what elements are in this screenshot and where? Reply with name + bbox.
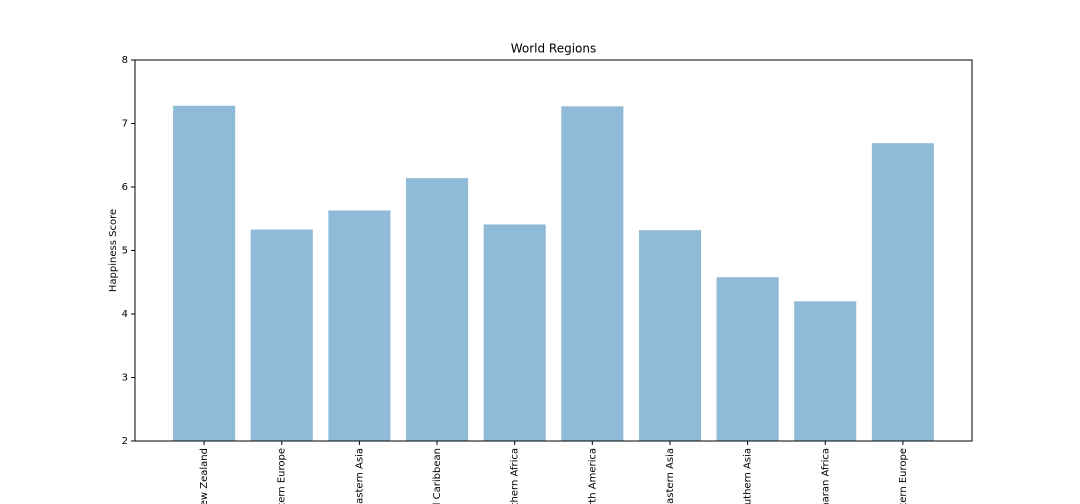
y-tick-label: 4 [122, 309, 128, 320]
x-tick-label: Australia and New Zealand [199, 448, 210, 504]
x-tick-label: Sub-Saharan Africa [820, 448, 831, 504]
bar [794, 301, 857, 441]
x-tick-label: North America [587, 448, 598, 504]
bar [716, 277, 779, 441]
bar [250, 229, 313, 441]
chart-title: World Regions [511, 42, 597, 56]
y-axis-label: Happiness Score [108, 209, 119, 292]
y-tick-label: 8 [122, 55, 128, 66]
y-tick-label: 7 [122, 119, 128, 130]
bar [405, 178, 469, 442]
y-tick-label: 6 [122, 182, 128, 193]
bar [561, 106, 624, 441]
x-tick-label: Western Europe [898, 448, 909, 504]
bar [328, 210, 391, 441]
x-tick-label: Latin America and Caribbean [432, 448, 443, 504]
bar [173, 105, 236, 441]
plot-frame [134, 59, 973, 442]
x-tick-label: Southeastern Asia [665, 448, 676, 504]
bar [638, 230, 702, 441]
y-tick-label: 5 [122, 246, 128, 257]
bar [871, 143, 934, 441]
x-tick-label: Southern Asia [743, 448, 754, 504]
x-tick-label: Middle East and Northern Africa [510, 448, 521, 504]
y-tick-label: 2 [122, 436, 128, 447]
bar [483, 224, 546, 441]
x-tick-label: Eastern Asia [354, 448, 365, 504]
x-tick-label: Central and Eastern Europe [277, 448, 288, 504]
y-tick-label: 3 [122, 373, 128, 384]
